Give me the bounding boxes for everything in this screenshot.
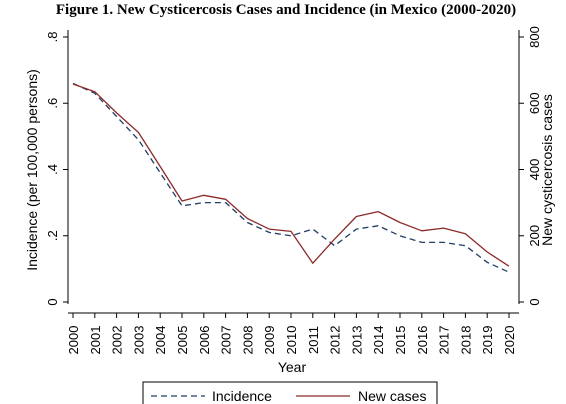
right-y-axis-label: New cysticercosis cases bbox=[539, 94, 555, 246]
legend-box bbox=[142, 381, 438, 404]
legend: Incidence New cases bbox=[142, 381, 438, 404]
right-y-tick-label: 400 bbox=[527, 159, 542, 181]
left-y-tick-label: .6 bbox=[45, 98, 60, 109]
series-lines bbox=[72, 82, 510, 273]
x-tick-label: 2010 bbox=[284, 326, 299, 355]
x-tick-label: 2003 bbox=[131, 326, 146, 355]
series-line-new-cases bbox=[72, 83, 510, 267]
left-y-axis-label: Incidence (per 100,000 persons) bbox=[24, 69, 40, 271]
x-tick-label: 2019 bbox=[480, 326, 495, 355]
x-tick-label: 2013 bbox=[349, 326, 364, 355]
x-tick-label: 2017 bbox=[437, 326, 452, 355]
right-y-tick-label: 600 bbox=[527, 92, 542, 114]
x-tick-label: 2018 bbox=[458, 326, 473, 355]
right-y-tick-label: 0 bbox=[527, 298, 542, 305]
x-tick-label: 2001 bbox=[88, 326, 103, 355]
left-y-tick-label: 0 bbox=[45, 298, 60, 305]
x-ticks: 2000 2001 2002 2003 2004 2005 2006 2007 2008 2009… bbox=[66, 313, 517, 354]
right-y-tick-label: 800 bbox=[527, 26, 542, 48]
x-tick-label: 2012 bbox=[328, 326, 343, 355]
x-tick-label: 2000 bbox=[66, 326, 81, 355]
left-y-ticks: 0 .2 .4 .6 .8 bbox=[45, 32, 68, 306]
x-tick-label: 2016 bbox=[415, 326, 430, 355]
left-y-tick-label: .2 bbox=[45, 230, 60, 241]
x-tick-label: 2014 bbox=[371, 326, 386, 355]
x-tick-label: 2005 bbox=[175, 326, 190, 355]
x-tick-label: 2004 bbox=[153, 326, 168, 355]
left-y-tick-label: .4 bbox=[45, 164, 60, 175]
legend-label-incidence: Incidence bbox=[212, 388, 272, 404]
legend-label-new-cases: New cases bbox=[358, 388, 426, 404]
x-tick-label: 2006 bbox=[197, 326, 212, 355]
x-tick-label: 2015 bbox=[393, 326, 408, 355]
series-line-incidence bbox=[72, 82, 510, 273]
right-y-ticks: 0 200 400 600 800 bbox=[519, 26, 542, 306]
x-tick-label: 2008 bbox=[240, 326, 255, 355]
right-y-tick-label: 200 bbox=[527, 225, 542, 247]
x-tick-label: 2009 bbox=[262, 326, 277, 355]
x-tick-label: 2020 bbox=[502, 326, 517, 355]
x-tick-label: 2002 bbox=[110, 326, 125, 355]
x-tick-label: 2011 bbox=[306, 326, 321, 354]
axes bbox=[67, 30, 520, 314]
x-tick-label: 2007 bbox=[219, 326, 234, 355]
chart-title: Figure 1. New Cysticercosis Cases and In… bbox=[56, 2, 516, 18]
x-axis-label: Year bbox=[278, 359, 307, 375]
left-y-tick-label: .8 bbox=[45, 32, 60, 43]
